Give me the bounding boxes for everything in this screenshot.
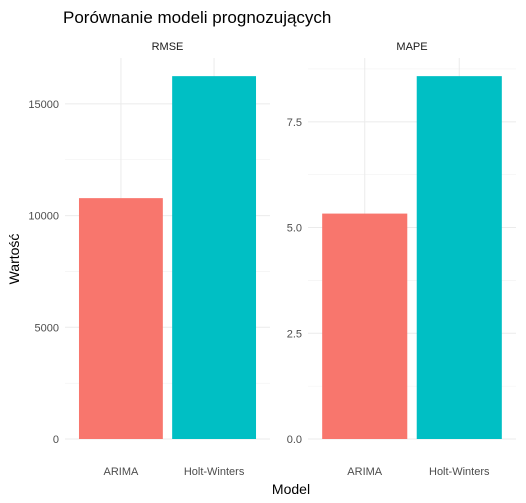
x-axis-title: Model [272,481,310,497]
y-tick-label: 0.0 [287,434,302,446]
x-tick-label: ARIMA [103,466,139,478]
facet-panels: 0 5000 10000 15000 ARIMA Holt-Winters RMSE 0.0 2… [28,41,516,478]
x-tick-label: Holt-Winters [429,466,490,478]
y-tick-label: 10000 [28,211,59,223]
facet-mape: 0.0 2.5 5.0 7.5 ARIMA Holt-Winters MAPE [287,41,516,478]
chart-title: Porównanie modeli prognozujących [63,8,331,27]
y-tick-label: 7.5 [287,117,302,129]
y-tick-label: 5.0 [287,223,302,235]
y-tick-label: 5000 [35,322,59,334]
facet-rmse: 0 5000 10000 15000 ARIMA Holt-Winters RMSE [28,41,270,478]
y-axis-title: Wartość [6,234,22,285]
bar-holt-winters [416,76,502,440]
x-tick-label: ARIMA [347,466,383,478]
bar-arima [322,213,408,439]
y-tick-label: 15000 [28,99,59,111]
facet-strip-label: MAPE [396,41,427,53]
x-tick-label: Holt-Winters [184,466,245,478]
y-tick-label: 0 [53,434,59,446]
facet-strip-label: RMSE [152,41,184,53]
y-tick-label: 2.5 [287,328,302,340]
bar-holt-winters [172,76,257,440]
bar-arima [78,198,163,439]
